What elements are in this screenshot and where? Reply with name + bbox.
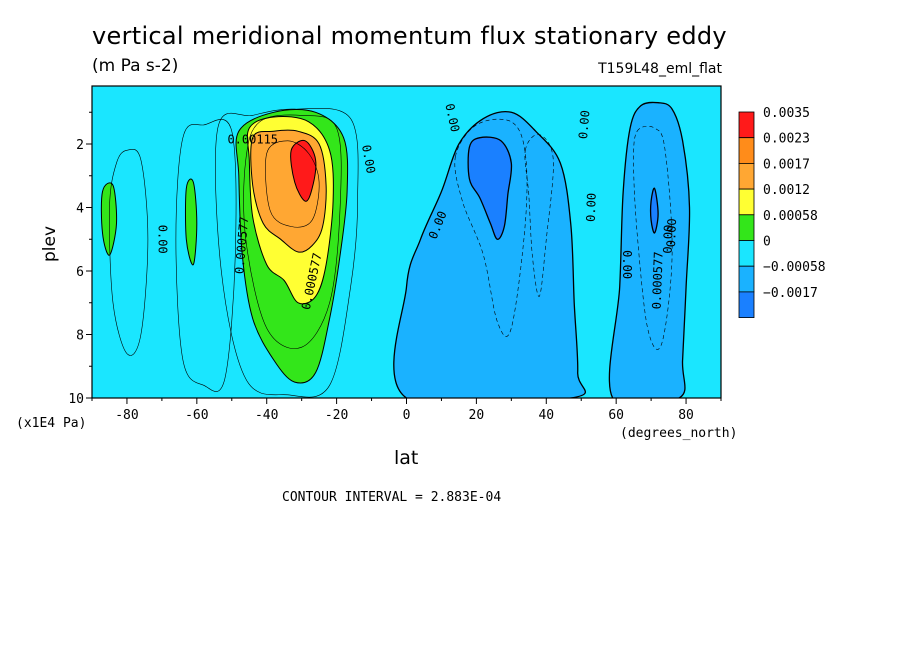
y-tick-label: 2 xyxy=(76,138,84,153)
contour-line xyxy=(215,107,359,398)
legend-swatch xyxy=(738,214,755,241)
contour-label: 0.000577 xyxy=(650,251,666,309)
legend-label: −0.0017 xyxy=(763,286,818,301)
region-blob-85S xyxy=(100,182,118,256)
y-tick-label: 4 xyxy=(76,202,84,217)
y-tick-label: 8 xyxy=(76,329,84,344)
legend-label: 0 xyxy=(763,235,771,250)
contour-label: 0.00 xyxy=(442,102,462,133)
contour-label: 0.00 xyxy=(661,224,676,253)
x-axis-units: (degrees_north) xyxy=(620,426,738,441)
legend-swatch xyxy=(738,240,755,267)
legend-swatch xyxy=(738,265,755,293)
contour-line xyxy=(633,125,673,350)
legend-swatch xyxy=(738,162,755,190)
contour-line xyxy=(265,140,320,228)
legend-swatch xyxy=(738,137,755,164)
contour-label: 0.000577 xyxy=(232,216,251,275)
legend-label: 0.0012 xyxy=(763,183,810,198)
x-tick-label: -80 xyxy=(115,408,138,423)
region-blob-62S xyxy=(184,178,198,266)
contour-line xyxy=(109,148,149,356)
contour-label: 0.00 xyxy=(620,250,634,279)
x-axis-label: lat xyxy=(394,447,419,469)
y-axis-units: (x1E4 Pa) xyxy=(16,416,87,431)
legend-swatch xyxy=(738,111,755,139)
legend-label: 0.0017 xyxy=(763,157,810,172)
y-axis-label: plev xyxy=(40,225,60,262)
x-tick-label: -40 xyxy=(255,408,278,423)
x-tick-label: -20 xyxy=(325,408,348,423)
legend-label: 0.0035 xyxy=(763,106,810,121)
x-tick-label: -60 xyxy=(185,408,208,423)
region-sh-jet-red xyxy=(290,139,317,202)
contour-interval: CONTOUR INTERVAL = 2.883E-04 xyxy=(282,490,502,505)
x-tick-label: 80 xyxy=(678,408,694,423)
contour-label: 0.00115 xyxy=(227,132,278,146)
x-tick-label: 20 xyxy=(469,408,485,423)
contour-label: 0.00 xyxy=(576,110,592,140)
region-nh-darkblue-small xyxy=(650,187,659,234)
contour-line xyxy=(243,114,342,349)
legend-label: 0.00058 xyxy=(763,209,818,224)
contour-line xyxy=(175,119,237,392)
region-nh-blue-right xyxy=(608,101,691,398)
contour-line xyxy=(454,118,528,337)
chart-units: (m Pa s-2) xyxy=(92,56,179,76)
experiment-label: T159L48_eml_flat xyxy=(598,61,722,77)
x-tick-label: 0 xyxy=(403,408,411,423)
legend-label: −0.00058 xyxy=(763,260,826,275)
region-nh-darkblue xyxy=(467,136,513,240)
contour-label: 0.00 xyxy=(359,144,378,175)
legend-label: 0.0023 xyxy=(763,132,810,147)
contour-label: 0.00 xyxy=(155,225,169,254)
legend-swatch xyxy=(738,188,755,216)
contour-label: 0.00 xyxy=(584,193,599,222)
x-tick-label: 40 xyxy=(538,408,554,423)
region-nh-blue-large xyxy=(393,110,586,398)
legend-swatch xyxy=(738,291,755,318)
y-tick-label: 10 xyxy=(68,392,84,407)
contour-line xyxy=(524,134,554,297)
x-tick-label: 60 xyxy=(608,408,624,423)
chart-title: vertical meridional momentum flux statio… xyxy=(92,22,727,50)
y-tick-label: 6 xyxy=(76,265,84,280)
contour-label: 0.00 xyxy=(664,218,679,247)
